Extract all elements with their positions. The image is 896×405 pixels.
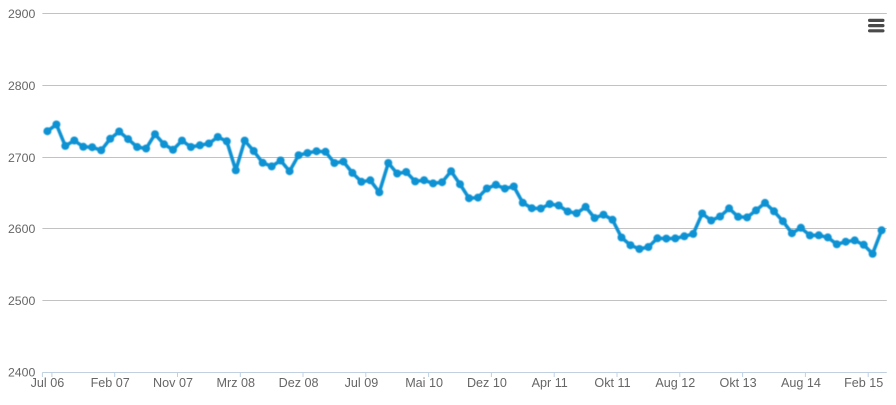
svg-text:Mai 10: Mai 10 [405, 376, 443, 390]
svg-text:2800: 2800 [8, 79, 36, 93]
svg-text:2700: 2700 [8, 151, 36, 165]
svg-text:Okt 13: Okt 13 [720, 376, 757, 390]
svg-text:Dez 10: Dez 10 [467, 376, 507, 390]
svg-text:Mrz 08: Mrz 08 [217, 376, 256, 390]
svg-text:Apr 11: Apr 11 [532, 376, 568, 390]
svg-text:Nov 07: Nov 07 [153, 376, 193, 390]
svg-text:2400: 2400 [8, 366, 36, 380]
svg-text:2500: 2500 [8, 294, 36, 308]
svg-text:2600: 2600 [8, 222, 36, 236]
svg-text:Feb 15: Feb 15 [844, 376, 883, 390]
svg-text:2900: 2900 [8, 7, 36, 21]
svg-text:Dez 08: Dez 08 [279, 376, 319, 390]
svg-text:Jul 06: Jul 06 [31, 376, 65, 390]
svg-text:Aug 14: Aug 14 [781, 376, 821, 390]
svg-text:Feb 07: Feb 07 [91, 376, 130, 390]
svg-text:Aug 12: Aug 12 [655, 376, 695, 390]
svg-text:Okt 11: Okt 11 [594, 376, 630, 390]
svg-text:Jul 09: Jul 09 [345, 376, 379, 390]
